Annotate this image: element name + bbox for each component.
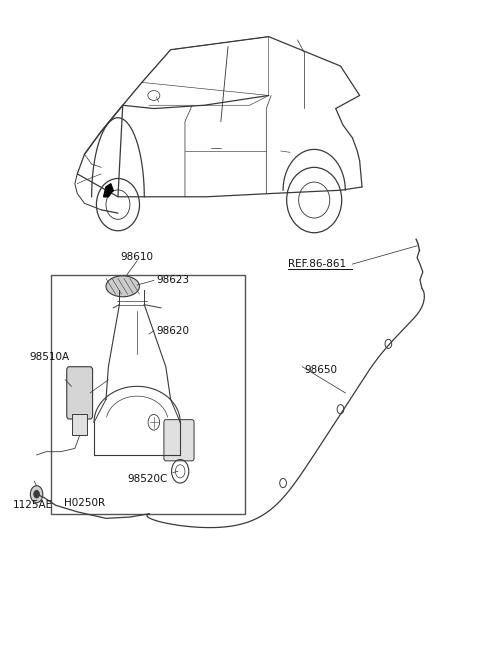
Text: 98610: 98610 [120,252,154,262]
Text: 98520C: 98520C [128,474,168,484]
Ellipse shape [106,276,140,297]
Text: 98510A: 98510A [29,352,70,362]
Text: 98620: 98620 [156,326,189,336]
Bar [51,275,245,514]
Circle shape [30,485,43,502]
Polygon shape [104,183,113,196]
Text: H0250R: H0250R [64,498,105,508]
Circle shape [34,490,39,498]
Bar [72,415,87,436]
Text: 98623: 98623 [156,276,190,286]
Text: 1125AE: 1125AE [12,500,53,510]
Text: REF.86-861: REF.86-861 [288,259,346,269]
FancyBboxPatch shape [164,420,194,461]
FancyBboxPatch shape [67,367,93,419]
Text: 98650: 98650 [305,365,337,375]
